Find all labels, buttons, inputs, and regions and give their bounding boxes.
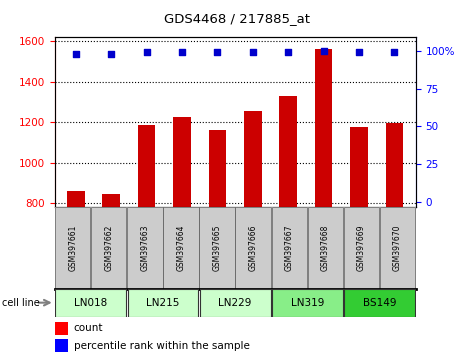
Bar	[163, 207, 199, 289]
Text: GSM397664: GSM397664	[177, 224, 185, 271]
Bar	[272, 207, 307, 289]
Text: LN018: LN018	[74, 298, 107, 308]
Point	[178, 49, 186, 55]
Bar	[308, 207, 343, 289]
Bar	[127, 207, 162, 289]
Point	[107, 51, 115, 57]
Bar	[103, 194, 120, 354]
Text: GSM397665: GSM397665	[213, 224, 221, 271]
Text: count: count	[74, 323, 103, 333]
Text: GSM397667: GSM397667	[285, 224, 294, 271]
Bar	[55, 322, 68, 335]
Point	[214, 50, 221, 55]
Bar	[386, 123, 403, 354]
Bar	[55, 207, 90, 289]
Text: GSM397666: GSM397666	[249, 224, 257, 271]
Bar	[173, 117, 191, 354]
Text: LN229: LN229	[218, 298, 252, 308]
Text: LN215: LN215	[146, 298, 180, 308]
Bar	[200, 207, 235, 289]
Text: GSM397670: GSM397670	[393, 224, 402, 271]
Bar	[272, 289, 342, 317]
Bar	[55, 339, 68, 352]
Point	[355, 50, 363, 55]
Bar	[91, 207, 126, 289]
Text: percentile rank within the sample: percentile rank within the sample	[74, 341, 249, 351]
Point	[143, 50, 151, 55]
Text: cell line: cell line	[2, 298, 40, 308]
Text: GSM397669: GSM397669	[357, 224, 366, 271]
Text: GSM397662: GSM397662	[104, 224, 113, 271]
Point	[72, 51, 80, 57]
Point	[320, 48, 327, 53]
Bar	[344, 289, 415, 317]
Bar	[67, 191, 85, 354]
Bar	[380, 207, 415, 289]
Point	[249, 49, 256, 55]
Text: GDS4468 / 217885_at: GDS4468 / 217885_at	[164, 12, 311, 25]
Bar	[236, 207, 271, 289]
Point	[390, 50, 398, 55]
Point	[285, 50, 292, 55]
Text: GSM397663: GSM397663	[141, 224, 149, 271]
Bar	[209, 130, 226, 354]
Text: GSM397668: GSM397668	[321, 224, 330, 271]
Bar	[244, 111, 262, 354]
Bar	[315, 49, 332, 354]
Text: BS149: BS149	[363, 298, 396, 308]
Bar	[344, 207, 379, 289]
Bar	[279, 96, 297, 354]
Text: LN319: LN319	[291, 298, 324, 308]
Bar	[200, 289, 270, 317]
Bar	[56, 289, 126, 317]
Text: GSM397661: GSM397661	[68, 224, 77, 271]
Bar	[138, 125, 155, 354]
Bar	[350, 127, 368, 354]
Bar	[128, 289, 198, 317]
